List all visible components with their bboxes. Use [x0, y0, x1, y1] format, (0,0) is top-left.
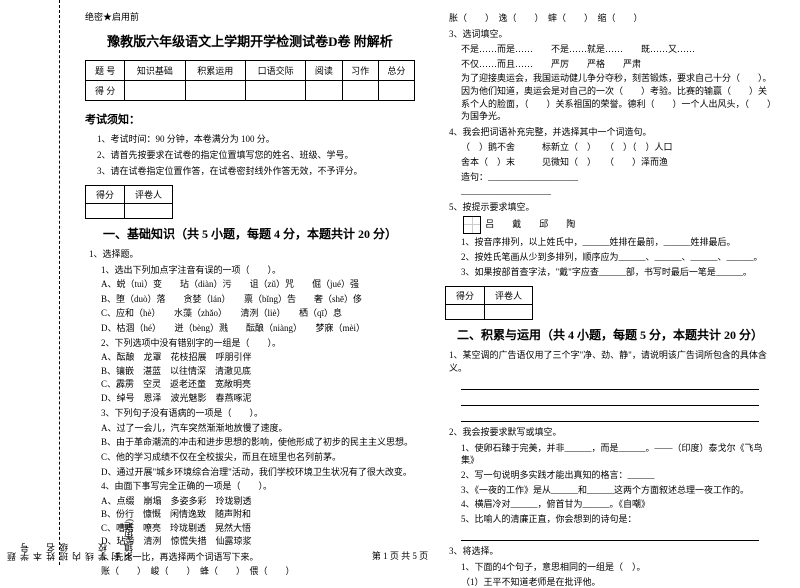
gutter-label: 内 — [70, 4, 83, 561]
option: D、通过开展"城乡环境综合治理"活动，我们学校环境卫生状况有了很大改变。 — [101, 466, 415, 479]
gutter-label: 线 — [83, 4, 96, 561]
text-line: 3、如果按部首查字法，"戴"字应查______部，书写时最后一笔是______。 — [461, 266, 775, 279]
text-line: 2、按姓氏笔画从少到多排列，顺序应为______、______、______、_… — [461, 251, 775, 264]
option-row: A、酝酿 龙罩 花枝招展 呼朋引伴 — [101, 351, 415, 365]
notice-item: 1、考试时间：90 分钟，本卷满分为 100 分。 — [97, 132, 415, 145]
text-line: （1）王平不知道老师是在批评他。 — [461, 576, 775, 588]
gutter-label: 本 — [31, 4, 44, 561]
sub-question: 4、由面下事写完全正确的一项是（ ）。 — [101, 480, 415, 493]
td: 评卷人 — [485, 287, 533, 305]
right-column: 胀（ ） 逸（ ） 蟀（ ） 缩（ ） 3、选词填空。 不是……而是…… 不是…… — [430, 10, 785, 560]
notice-item: 2、请首先按要求在试卷的指定位置填写您的姓名、班级、学号。 — [97, 148, 415, 161]
exam-page: 乡镇(街道) 封 学校 线 内 班级 姓名 本 学号 题 绝密★启用前 豫教版六… — [0, 0, 800, 565]
section-heading: 二、积累与运用（共 4 小题，每题 5 分，本题共计 20 分） — [445, 326, 775, 343]
option-row: B、镶嵌 湛蓝 以往情深 清澈见底 — [101, 365, 415, 379]
page-footer: 第 1 页 共 5 页 — [372, 549, 428, 562]
text-line: （ ）鹅不舍 标新立（ ） （ ）（ ）人口 — [461, 141, 775, 154]
question-stem: 5、按提示要求填空。 — [449, 201, 775, 214]
sub-question: 3、下列句子没有语病的一项是（ ）。 — [101, 407, 415, 420]
question-stem: 3、将选择。 — [449, 545, 775, 558]
th: 习作 — [342, 61, 378, 81]
td — [342, 81, 378, 101]
gutter-label: 学号 — [18, 4, 31, 561]
td — [185, 81, 245, 101]
answer-line — [461, 378, 759, 390]
question-stem: 4、我会把词语补充完整，并选择其中一个词造句。 — [449, 126, 775, 139]
text-line: 3、《一夜的工作》是从______和______这两个方面叙述总理一夜工作的。 — [461, 484, 775, 497]
gutter-label: 班级 — [57, 4, 70, 561]
question-stem: 1、选择题。 — [89, 248, 415, 261]
char-row: 吕 戴 邱 陶 — [461, 216, 775, 234]
option-row: C、嘈嗒 嘹亮 玲珑剔透 晃然大悟 — [101, 522, 415, 536]
text-line: 舍本（ ）末 见微知（ ） （ ）泽而渔 — [461, 156, 775, 169]
notice-item: 3、请在试卷指定位置作答，在试卷密封线外作答无效，不予评分。 — [97, 164, 415, 177]
gutter-label: 学校 — [96, 4, 109, 561]
gutter-label: 乡镇(街道) — [122, 4, 135, 561]
gutter-labels: 乡镇(街道) 封 学校 线 内 班级 姓名 本 学号 题 — [5, 0, 135, 565]
th: 积累运用 — [185, 61, 245, 81]
gutter-label: 封 — [109, 4, 122, 561]
text-line: 不是……而是…… 不是……就是…… 既……又…… — [461, 43, 775, 56]
char-box — [463, 216, 481, 234]
gutter-label: 题 — [5, 4, 18, 561]
text-line: 1、按音序排列，以上姓氏中，______姓排在最前，______姓排最后。 — [461, 236, 775, 249]
text-line: 1、使卵石臻于完美，并非______，而是______。——（印度）泰戈尔《飞鸟… — [461, 442, 775, 467]
td — [245, 81, 305, 101]
td — [446, 305, 485, 320]
text-line: 造句：____________________ — [461, 171, 775, 184]
grader-table: 得分 评卷人 — [445, 286, 533, 320]
td — [306, 81, 342, 101]
blank-row: 胀（ ） 逸（ ） 蟀（ ） 缩（ ） — [449, 12, 775, 25]
answer-line — [461, 410, 759, 422]
text-line: 1、下面的4个句子，意思相同的一组是（ ）。 — [461, 561, 775, 574]
table-row: 得分 评卷人 — [446, 287, 533, 305]
option: D、枯涸（hé） 迸（bèng）溅 酝酿（niàng） 梦寐（mèi） — [101, 322, 415, 335]
question-stem: 3、选词填空。 — [449, 28, 775, 41]
table-row — [446, 305, 533, 320]
option-row: B、份行 慷慨 闲情逸致 随声附和 — [101, 508, 415, 522]
th: 口语交际 — [245, 61, 305, 81]
answer-line — [461, 394, 759, 406]
option: A、过了一会儿，汽车突然渐渐地放慢了速度。 — [101, 422, 415, 435]
content-area: 绝密★启用前 豫教版六年级语文上学期开学检测试卷D卷 附解析 题 号 知识基础 … — [60, 0, 800, 565]
blank-row: 账（ ） 峻（ ） 蜂（ ） 偎（ ） — [101, 565, 415, 578]
sub-question: 5、先比一比，再选择两个词语写下来。 — [101, 551, 415, 564]
text-line: ____________________ — [461, 185, 775, 198]
answer-line — [461, 529, 759, 541]
question-stem: 2、我会按要求默写或填空。 — [449, 426, 775, 439]
option-row: A、点缀 崩塌 多姿多彩 玲珑剔透 — [101, 495, 415, 509]
char-labels: 吕 戴 邱 陶 — [485, 219, 575, 229]
text-line: 不仅……而且…… 严厉 严格 严肃 — [461, 58, 775, 71]
gutter-label: 姓名 — [44, 4, 57, 561]
th: 阅读 — [306, 61, 342, 81]
th: 总分 — [378, 61, 414, 81]
option: C、他的学习成绩不仅在全校拔尖，而且在班里也名列前茅。 — [101, 451, 415, 464]
option: B、由于革命潮流的冲击和进步思想的影响，使他形成了初步的民主主义思想。 — [101, 436, 415, 449]
option-row: D、玷污 清洌 惊慌失措 仙露琼浆 — [101, 535, 415, 549]
text-line: 2、写一句说明多实践才能出真知的格言：______ — [461, 469, 775, 482]
option: A、蜕（tuì）变 玷（diàn）污 诅（zǔ）咒 倔（jué）强 — [101, 278, 415, 291]
td — [378, 81, 414, 101]
sub-question: 1、选出下列加点字注音有误的一项（ ）。 — [101, 264, 415, 277]
option: C、应和（hè） 水藻（zhǎo） 清洌（liè） 栖（qī）息 — [101, 307, 415, 320]
text-line: 5、比喻人的清廉正直，你会想到的诗句是： — [461, 513, 775, 526]
text-line: 4、横眉冷对______，俯首甘为______。《自嘲》 — [461, 498, 775, 511]
question-stem: 1、某空调的广告语仅用了三个字"净、劲、静"，请说明该广告词所包含的具体含义。 — [449, 349, 775, 374]
text-line: 为了迎接奥运会，我国运动健儿争分夺秒，刻苦锻炼，要求自己十分（ ）。因为他们知道… — [461, 72, 775, 122]
td — [485, 305, 533, 320]
sub-question: 2、下列选项中没有错别字的一组是（ ）。 — [101, 337, 415, 350]
option-row: C、霹雳 空灵 返老还童 宽敞明亮 — [101, 378, 415, 392]
binding-gutter: 乡镇(街道) 封 学校 线 内 班级 姓名 本 学号 题 — [0, 0, 60, 565]
td: 得分 — [446, 287, 485, 305]
option: B、堕（duò）落 贪婪（lán） 禀（bǐng）告 奢（shē）侈 — [101, 293, 415, 306]
option-row: D、绰号 恩泽 波光魅影 春燕啄泥 — [101, 392, 415, 406]
